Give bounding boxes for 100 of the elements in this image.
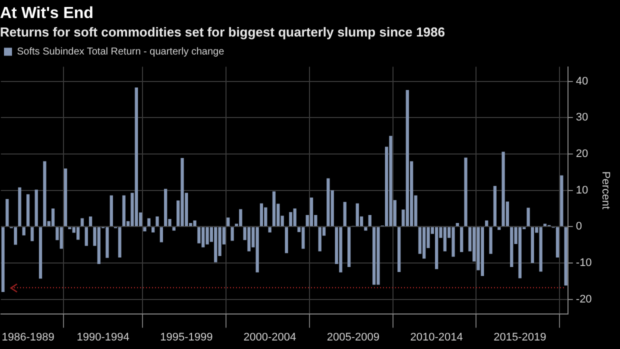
x-tick-label: 2000-2004 bbox=[244, 331, 296, 344]
bar bbox=[343, 202, 346, 226]
bar bbox=[456, 222, 459, 226]
bar bbox=[289, 212, 292, 226]
bar bbox=[43, 161, 46, 226]
bar bbox=[302, 227, 305, 249]
bar bbox=[326, 178, 330, 226]
bar bbox=[64, 168, 68, 226]
bar bbox=[530, 227, 534, 263]
bar bbox=[556, 227, 560, 258]
bar bbox=[122, 195, 126, 226]
bar bbox=[502, 152, 505, 226]
bar bbox=[202, 227, 205, 248]
bar bbox=[272, 191, 276, 226]
bar bbox=[143, 227, 146, 232]
bar bbox=[422, 227, 426, 259]
bar bbox=[493, 186, 497, 226]
bar bbox=[230, 227, 234, 241]
bar bbox=[152, 227, 155, 232]
legend-label: Softs Subindex Total Return - quarterly change bbox=[17, 46, 225, 58]
bar bbox=[318, 227, 322, 252]
bar bbox=[526, 208, 530, 226]
bar bbox=[106, 227, 109, 258]
bar bbox=[518, 227, 522, 278]
bar bbox=[364, 227, 368, 231]
bar bbox=[339, 227, 342, 272]
x-tick-label: 1990-1994 bbox=[76, 331, 130, 344]
bar bbox=[443, 227, 446, 252]
bar bbox=[260, 203, 264, 226]
bar bbox=[264, 207, 268, 226]
bar bbox=[406, 90, 409, 226]
bar bbox=[134, 88, 138, 226]
bar bbox=[197, 227, 201, 244]
bar bbox=[256, 227, 259, 272]
bar bbox=[22, 227, 26, 236]
bar bbox=[214, 227, 218, 262]
bar bbox=[6, 199, 9, 226]
bar bbox=[76, 227, 80, 240]
bar bbox=[97, 227, 100, 264]
bar bbox=[510, 227, 514, 267]
bar bbox=[376, 227, 380, 285]
bar bbox=[34, 190, 38, 226]
bar bbox=[543, 224, 547, 226]
bar bbox=[18, 187, 22, 226]
bar bbox=[389, 136, 392, 226]
bar bbox=[435, 227, 438, 270]
bar bbox=[397, 227, 401, 272]
bar bbox=[88, 216, 92, 226]
bar bbox=[226, 218, 230, 226]
x-tick-label: 1986-1989 bbox=[2, 331, 54, 344]
bar bbox=[193, 220, 196, 226]
bar bbox=[147, 218, 150, 226]
bar bbox=[26, 194, 30, 226]
bar bbox=[38, 227, 42, 279]
bar bbox=[284, 227, 288, 254]
y-tick-label: 20 bbox=[576, 148, 588, 160]
bar bbox=[156, 216, 159, 226]
bar bbox=[310, 198, 314, 226]
bar bbox=[539, 227, 542, 272]
y-tick-label: 10 bbox=[576, 184, 588, 196]
bar bbox=[180, 158, 184, 226]
chart-subtitle: Returns for soft commodities set for biggest quarterly slump since 1986 bbox=[0, 24, 445, 40]
bar bbox=[1, 227, 5, 292]
bar bbox=[160, 227, 163, 242]
bar bbox=[239, 209, 242, 226]
bar bbox=[293, 208, 296, 226]
bar bbox=[164, 188, 168, 226]
y-tick-label: 40 bbox=[576, 75, 588, 88]
bar bbox=[560, 175, 564, 226]
bar bbox=[368, 215, 372, 226]
y-tick-label: -20 bbox=[576, 293, 592, 306]
bar bbox=[51, 208, 55, 226]
x-tick-label: 1995-1999 bbox=[160, 331, 213, 344]
x-tick-label: 2005-2009 bbox=[326, 331, 380, 344]
bar bbox=[84, 227, 88, 246]
y-axis-title: Percent bbox=[599, 171, 612, 210]
bar bbox=[489, 227, 492, 254]
bar bbox=[118, 227, 122, 258]
bar bbox=[14, 227, 18, 245]
bar bbox=[498, 227, 501, 230]
bar bbox=[356, 203, 359, 226]
y-tick-label: 30 bbox=[576, 112, 588, 124]
bar bbox=[372, 227, 376, 285]
bar bbox=[460, 227, 464, 252]
x-tick-label: 2015-2019 bbox=[494, 331, 546, 344]
chart-title: At Wit's End bbox=[0, 5, 94, 22]
bar bbox=[268, 227, 272, 232]
bar bbox=[30, 227, 34, 242]
y-tick-label: 0 bbox=[576, 220, 582, 233]
bar bbox=[110, 195, 113, 226]
bar bbox=[485, 220, 488, 226]
bar bbox=[247, 227, 251, 252]
y-tick-label: -10 bbox=[576, 256, 592, 269]
bar bbox=[206, 227, 209, 244]
x-tick-label: 2010-2014 bbox=[410, 331, 463, 344]
bar bbox=[80, 218, 84, 226]
bar bbox=[452, 227, 455, 257]
bar bbox=[480, 227, 484, 276]
bar bbox=[464, 158, 468, 226]
bar bbox=[564, 227, 568, 286]
